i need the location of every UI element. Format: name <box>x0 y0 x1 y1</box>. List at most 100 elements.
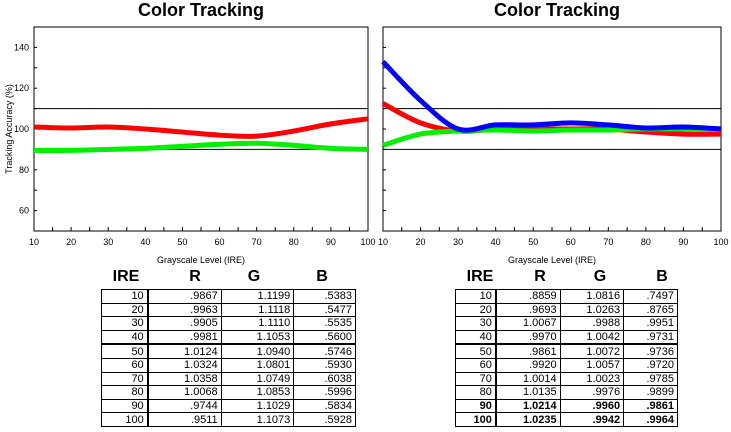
x-tick-label: 30 <box>453 237 463 247</box>
table-cell: .9920 <box>495 357 561 373</box>
series-line-blue <box>381 59 722 133</box>
table-row: 20.9693 1.0263.8765 <box>454 302 678 318</box>
x-tick-label: 60 <box>566 237 576 247</box>
table-cell: 1.0135 <box>495 385 561 400</box>
table-cell: 1.1118 <box>220 302 295 318</box>
table-cell: .5930 <box>293 357 356 373</box>
table-row: 50.9861 1.0072.9736 <box>454 343 678 359</box>
series-line-green <box>382 126 721 148</box>
table-row: 50 1.0124 1.0940.5746 <box>100 343 356 359</box>
column-header: G <box>247 268 261 285</box>
table-cell: 20 <box>100 302 149 318</box>
table-cell: 1.0801 <box>220 357 295 373</box>
table-cell: 80 <box>100 385 149 400</box>
y-tick-label: 100 <box>14 124 29 134</box>
table-cell: 1.0324 <box>147 357 222 373</box>
x-tick-label: 100 <box>713 237 728 247</box>
table-cell: 1.0124 <box>147 343 222 359</box>
table-cell: .5600 <box>293 329 356 345</box>
column-header: R <box>534 268 546 285</box>
table-cell: 60 <box>454 357 497 373</box>
table-cell: .9964 <box>623 412 678 427</box>
table-cell: 40 <box>454 329 497 345</box>
table-cell: .5535 <box>293 316 356 331</box>
table-cell: .9951 <box>623 316 678 331</box>
table-cell: .9785 <box>623 371 678 387</box>
table-cell: 1.0816 <box>559 289 625 304</box>
table-row: 100 1.0235.9942.9964 <box>454 412 678 427</box>
table-cell: 1.0023 <box>559 371 625 387</box>
table-cell: 1.0358 <box>147 371 222 387</box>
table-cell: .9981 <box>147 329 222 345</box>
table-cell: .9693 <box>495 302 561 318</box>
x-tick-label: 90 <box>326 237 336 247</box>
table-cell: 60 <box>100 357 149 373</box>
x-tick-label: 40 <box>140 237 150 247</box>
x-tick-label: 10 <box>378 237 388 247</box>
table-cell: .9976 <box>559 385 625 400</box>
table-cell: .9899 <box>623 385 678 400</box>
table-cell: 1.0068 <box>147 385 222 400</box>
x-tick-label: 90 <box>678 237 688 247</box>
table-row: 70 1.0358 1.0749.6038 <box>100 371 356 387</box>
table-row: 30 1.0067.9988.9951 <box>454 316 678 331</box>
table-cell: 1.1199 <box>220 289 295 304</box>
table-cell: .5834 <box>293 398 356 414</box>
table-row: 90.9744 1.1029.5834 <box>100 398 356 414</box>
table-cell: 30 <box>454 316 497 331</box>
table-cell: .9960 <box>559 398 625 414</box>
x-tick-label: 30 <box>103 237 113 247</box>
table-cell: .6038 <box>293 371 356 387</box>
table-cell: 1.0072 <box>559 343 625 359</box>
x-tick-label: 50 <box>177 237 187 247</box>
table-cell: 1.0067 <box>495 316 561 331</box>
chart-title-right: Color Tracking <box>493 0 621 20</box>
table-cell: 90 <box>454 398 497 414</box>
table-cell: .5928 <box>293 412 356 427</box>
series-line-red <box>33 116 369 139</box>
table-cell: 1.0057 <box>559 357 625 373</box>
table-row: 40.9970 1.0042.9731 <box>454 329 678 345</box>
table-cell: 1.0042 <box>559 329 625 345</box>
x-axis-label: Grayscale Level (IRE) <box>157 255 245 265</box>
table-row: 30.9905 1.1110.5535 <box>100 316 356 331</box>
table-cell: 40 <box>100 329 149 345</box>
y-axis-label: Tracking Accuracy (%) <box>4 84 14 174</box>
table-cell: 80 <box>454 385 497 400</box>
x-tick-label: 60 <box>215 237 225 247</box>
table-cell: 70 <box>100 371 149 387</box>
x-tick-label: 40 <box>491 237 501 247</box>
table-cell: .5383 <box>293 289 356 304</box>
table-cell: 100 <box>100 412 149 427</box>
table-cell: 1.0940 <box>220 343 295 359</box>
x-tick-label: 10 <box>29 237 39 247</box>
table-cell: 10 <box>100 289 149 304</box>
table-cell: .9731 <box>623 329 678 345</box>
table-cell: .9905 <box>147 316 222 331</box>
table-cell: 1.1110 <box>220 316 295 331</box>
table-cell: .9942 <box>559 412 625 427</box>
table-cell: 70 <box>454 371 497 387</box>
table-cell: .9963 <box>147 302 222 318</box>
x-tick-label: 100 <box>360 237 375 247</box>
table-cell: .9736 <box>623 343 678 359</box>
table-cell: .5996 <box>293 385 356 400</box>
x-tick-label: 70 <box>252 237 262 247</box>
x-tick-label: 70 <box>603 237 613 247</box>
x-tick-label: 50 <box>528 237 538 247</box>
column-header: IRE <box>466 268 494 285</box>
column-header: B <box>316 268 328 285</box>
y-tick-label: 120 <box>14 83 29 93</box>
table-cell: .8859 <box>495 289 561 304</box>
charts: 60 80 100 120 140 10 20 30 40 50 60 70 80 90 100 Graysc… <box>4 26 729 265</box>
series-line-green <box>33 140 369 153</box>
table-cell: 30 <box>100 316 149 331</box>
table-cell: .9720 <box>623 357 678 373</box>
table-cell: 10 <box>454 289 497 304</box>
table-cell: 1.0214 <box>495 398 561 414</box>
table-cell: 50 <box>454 343 497 359</box>
table-cell: .9867 <box>147 289 222 304</box>
table-cell: 20 <box>454 302 497 318</box>
x-tick-label: 20 <box>416 237 426 247</box>
x-axis-label: Grayscale Level (IRE) <box>508 255 596 265</box>
